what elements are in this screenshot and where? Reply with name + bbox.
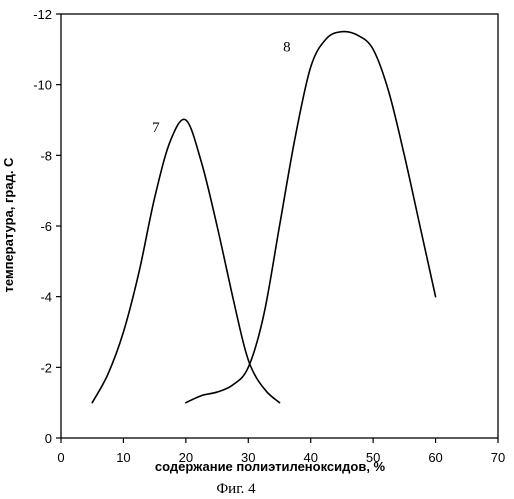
series-line-8 — [186, 32, 436, 403]
y-axis-ticks: 0 -2 -4 -6 -8 -10 -12 — [33, 7, 61, 446]
y-tick-label: -6 — [40, 219, 52, 234]
series-label-8: 8 — [283, 40, 291, 56]
y-tick-label: 0 — [45, 431, 52, 446]
x-tick-label: 10 — [116, 450, 130, 465]
y-tick-label: -2 — [40, 360, 52, 375]
figure-caption: Фиг. 4 — [216, 481, 256, 497]
y-tick-label: -12 — [33, 7, 52, 22]
x-axis-title: содержание полиэтиленоксидов, % — [155, 459, 386, 474]
series-label-7: 7 — [152, 120, 160, 136]
series-layer: 78 — [92, 32, 435, 403]
x-tick-label: 60 — [428, 450, 442, 465]
x-tick-label: 0 — [57, 450, 64, 465]
y-axis-title: температура, град. С — [1, 157, 16, 292]
y-tick-label: -4 — [40, 290, 52, 305]
y-tick-label: -10 — [33, 78, 52, 93]
y-tick-label: -8 — [40, 148, 52, 163]
x-tick-label: 70 — [491, 450, 505, 465]
